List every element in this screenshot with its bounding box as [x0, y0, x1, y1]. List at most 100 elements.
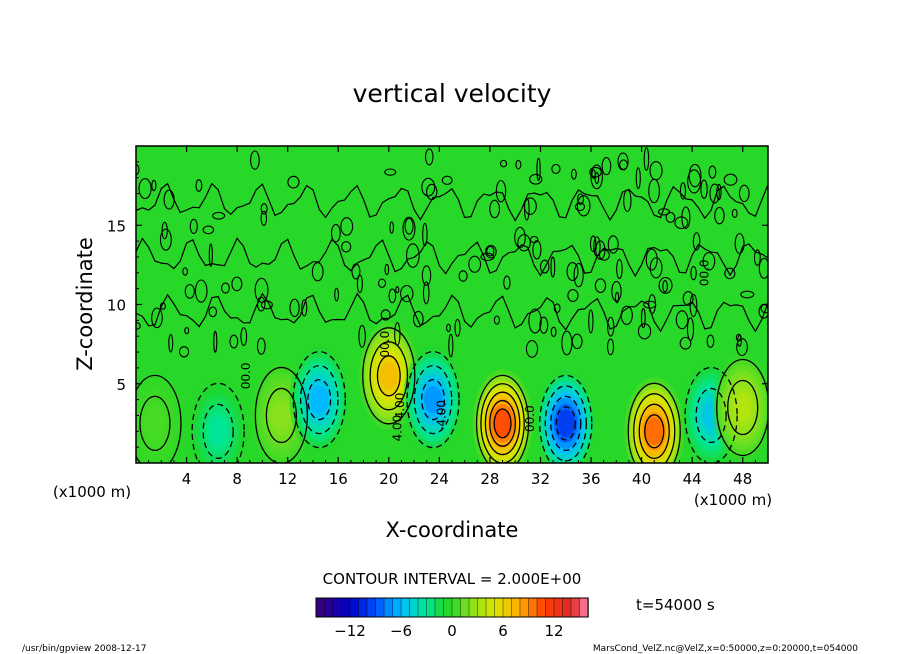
colorbar-tick-label: 6: [498, 622, 508, 640]
contour-label: 00.0: [523, 405, 537, 432]
x-tick-label: 40: [632, 470, 651, 488]
contour-line: [448, 333, 454, 358]
contour-line: [493, 315, 501, 325]
contour-line: [341, 241, 352, 253]
contour-line: [675, 310, 689, 330]
colorbar-swatch: [341, 597, 351, 618]
cell-shade: [556, 409, 575, 438]
contour-line: [454, 318, 461, 337]
colorbar-swatch: [400, 597, 411, 618]
contour-line: [682, 290, 694, 306]
contour-line: [679, 182, 687, 200]
contour-line: [384, 263, 390, 276]
contour-label: 00.0: [378, 331, 392, 358]
colorbar-swatch: [358, 597, 368, 618]
contour-line: [709, 183, 720, 204]
contour-line: [307, 378, 332, 421]
colorbar-swatch: [570, 597, 581, 618]
contour-line: [684, 366, 738, 463]
contour-line: [184, 284, 195, 299]
contour-line: [311, 262, 324, 282]
contour-line: [208, 306, 218, 318]
contour-line: [493, 408, 512, 439]
contour-line: [402, 216, 416, 241]
x-tick-label: 48: [733, 470, 752, 488]
contour-line: [413, 364, 453, 435]
contour-line: [643, 147, 650, 171]
contour-line: [529, 173, 543, 185]
colorbar-swatch: [528, 597, 538, 618]
contour-line: [702, 252, 716, 271]
contour-line: [594, 278, 607, 294]
colorbar-swatch: [315, 597, 326, 618]
colorbar-tick-label: −12: [334, 622, 366, 640]
contour-line: [616, 258, 623, 280]
colorbar-swatch: [324, 597, 334, 618]
contour-line: [260, 203, 268, 215]
contour-line: [551, 163, 561, 174]
contour-line: [532, 240, 542, 260]
contour-line: [529, 235, 539, 244]
contour-line: [595, 240, 606, 260]
contour-line: [588, 309, 594, 334]
contour-line: [376, 355, 401, 397]
contour-line: [688, 163, 702, 188]
colorbar-swatch: [468, 597, 479, 618]
contour-line: [369, 341, 409, 411]
contour-line: [384, 168, 397, 176]
colorbar-swatch: [434, 597, 445, 618]
velocity-cell: [712, 353, 768, 462]
colorbar-ticks: −12 −6 0 6 12: [334, 622, 563, 640]
contour-line: [168, 334, 174, 353]
contour-line: [536, 157, 541, 182]
contour-line: [649, 257, 663, 279]
contour-line: [292, 350, 346, 449]
contour-line: [591, 169, 596, 179]
cell-shade: [733, 393, 752, 422]
contour-line: [377, 278, 387, 288]
contour-line: [517, 234, 531, 252]
colorbar-swatch: [494, 597, 504, 618]
contour-line: [544, 385, 587, 462]
contour-line: [665, 211, 676, 223]
contour-line: [539, 374, 593, 463]
velocity-cell: [289, 345, 350, 454]
x-tick-label: 12: [278, 470, 297, 488]
contour-labels: 4.004.00 -4.00 00.0 00.0 00.0 00.0: [239, 259, 712, 441]
contour-line: [240, 327, 248, 346]
colorbar-swatch: [409, 597, 419, 618]
contour-label: 4.00: [393, 393, 407, 420]
contour-line: [539, 316, 549, 334]
contour-line: [648, 178, 660, 204]
contour-line: [358, 324, 366, 348]
cell-shade: [379, 362, 398, 390]
contour-line: [441, 175, 453, 185]
contour-line: [723, 173, 738, 186]
x-axis-label: X-coordinate: [386, 518, 519, 542]
colorbar-swatch: [417, 597, 428, 618]
contour-line: [607, 338, 615, 356]
y-axis-label: Z-coordinate: [73, 237, 97, 371]
cell-shade: [493, 409, 512, 438]
contour-line: [724, 267, 736, 280]
contour-line: [601, 157, 612, 176]
contour-line: [679, 336, 692, 350]
contour-line: [389, 221, 394, 234]
contour-line: [735, 333, 742, 342]
contour-line: [475, 374, 530, 463]
contour-line: [570, 168, 577, 180]
x-tick-label: 44: [683, 470, 702, 488]
contour-line: [480, 252, 495, 262]
contour-line: [525, 340, 539, 358]
x-tick-label: 36: [581, 470, 600, 488]
contour-line: [136, 182, 768, 222]
contour-line: [700, 179, 708, 199]
contour-line: [136, 322, 141, 330]
velocity-cell: [188, 377, 249, 463]
contour-line: [340, 217, 354, 236]
contour-line: [561, 330, 573, 356]
colorbar-tick-label: 12: [544, 622, 563, 640]
contour-line: [550, 395, 582, 452]
colorbar-swatch: [562, 597, 572, 618]
contour-line: [400, 285, 414, 303]
